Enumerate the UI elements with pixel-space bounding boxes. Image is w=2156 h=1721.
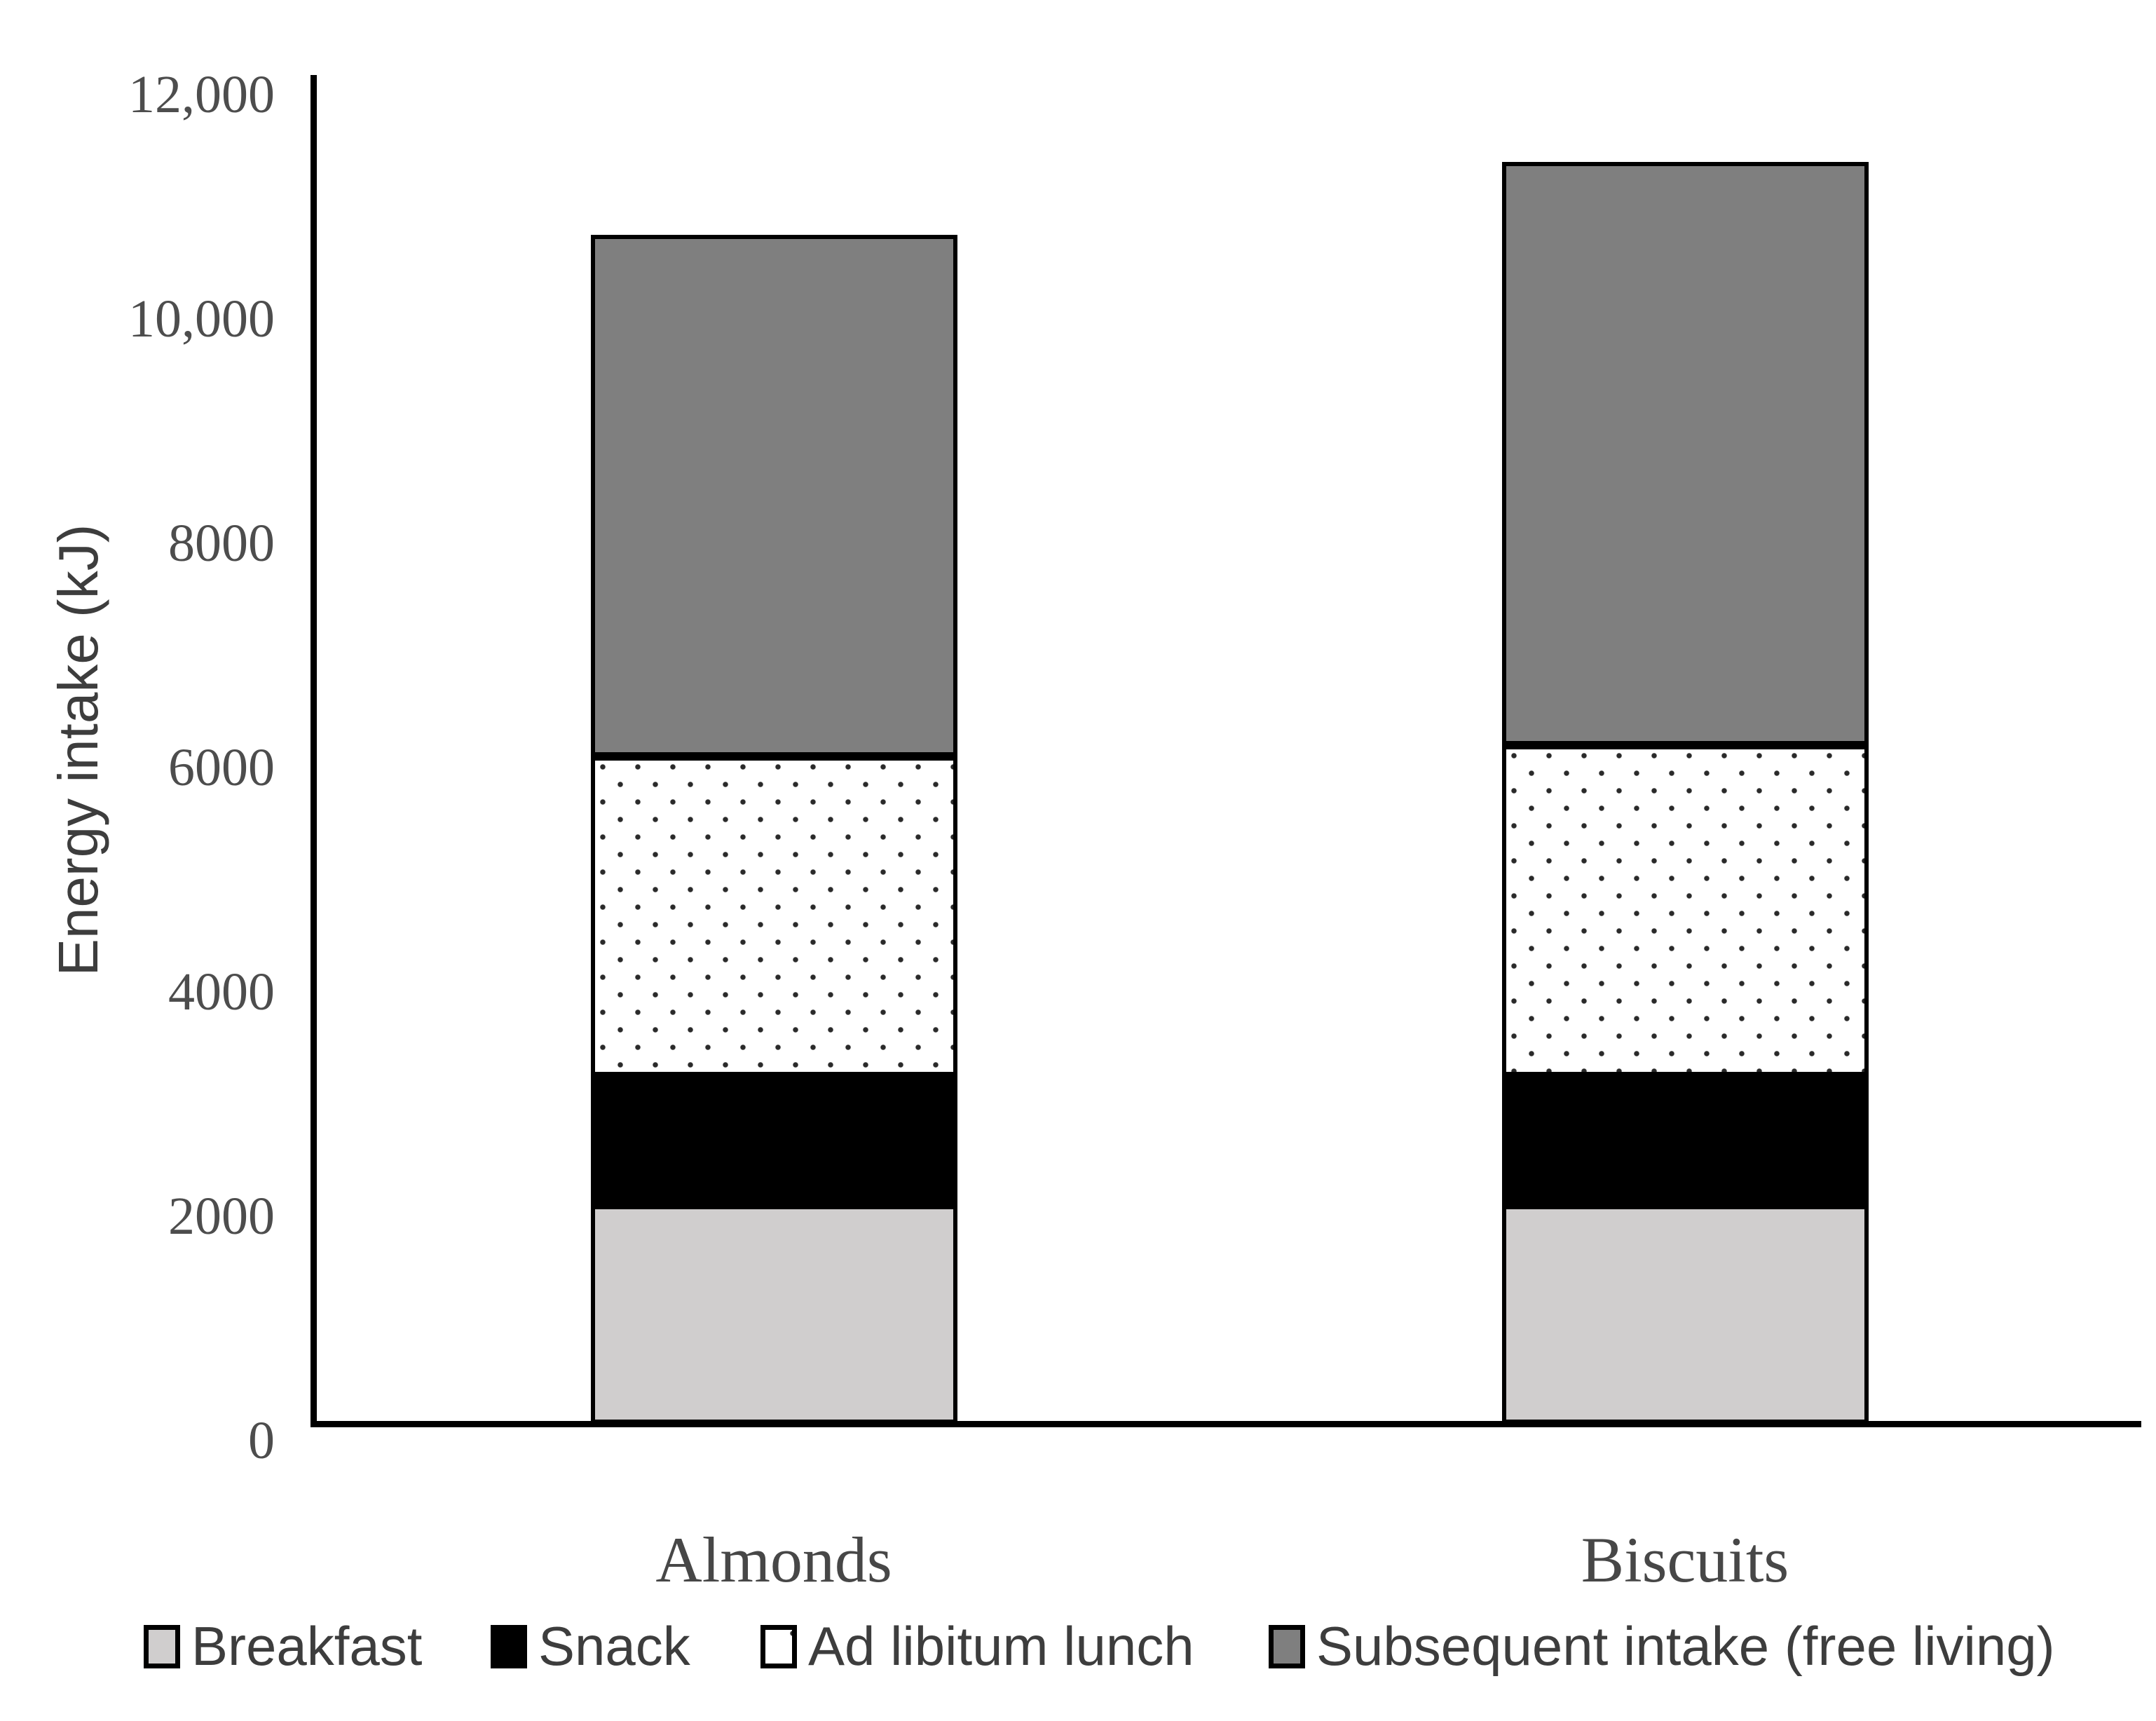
- y-axis-line: [311, 75, 317, 1427]
- y-tick-label-12000: 12,000: [128, 65, 275, 124]
- legend-item-breakfast: Breakfast: [144, 1614, 422, 1678]
- bar-segment-snack-almonds: [590, 1076, 957, 1205]
- category-label-almonds: Almonds: [655, 1524, 892, 1596]
- legend-label-breakfast: Breakfast: [191, 1615, 423, 1677]
- legend-marker-snack: [491, 1624, 527, 1668]
- legend-item-ad-libitum-lunch: Ad libitum lunch: [760, 1614, 1194, 1678]
- y-tick-label-6000: 6000: [168, 738, 275, 797]
- y-tick-label-8000: 8000: [168, 514, 275, 573]
- bar-segment-breakfast-biscuits: [1501, 1205, 1869, 1424]
- legend-marker-subsequent-intake-free-living: [1269, 1624, 1305, 1668]
- bar-segment-subsequent-intake-free-living-almonds: [590, 235, 957, 756]
- y-tick-label-10000: 10,000: [128, 290, 275, 348]
- bar-segment-subsequent-intake-free-living-biscuits: [1501, 162, 1869, 745]
- bar-segment-ad-libitum-lunch-biscuits: [1501, 745, 1869, 1076]
- legend-marker-breakfast: [144, 1624, 180, 1668]
- legend-label-subsequent-intake-free-living: Subsequent intake (free living): [1316, 1615, 2055, 1677]
- bar-segment-ad-libitum-lunch-almonds: [590, 756, 957, 1076]
- category-label-biscuits: Biscuits: [1581, 1524, 1789, 1596]
- legend-item-snack: Snack: [491, 1614, 690, 1678]
- y-tick-label-0: 0: [248, 1411, 275, 1470]
- bar-segment-snack-biscuits: [1501, 1076, 1869, 1205]
- y-tick-label-2000: 2000: [168, 1187, 275, 1246]
- x-axis-line: [311, 1421, 2141, 1427]
- bar-segment-breakfast-almonds: [590, 1205, 957, 1424]
- legend-item-subsequent-intake-free-living: Subsequent intake (free living): [1269, 1614, 2055, 1678]
- y-tick-label-4000: 4000: [168, 962, 275, 1021]
- legend-marker-ad-libitum-lunch: [760, 1624, 797, 1668]
- legend-label-ad-libitum-lunch: Ad libitum lunch: [808, 1615, 1194, 1677]
- legend-label-snack: Snack: [538, 1615, 690, 1677]
